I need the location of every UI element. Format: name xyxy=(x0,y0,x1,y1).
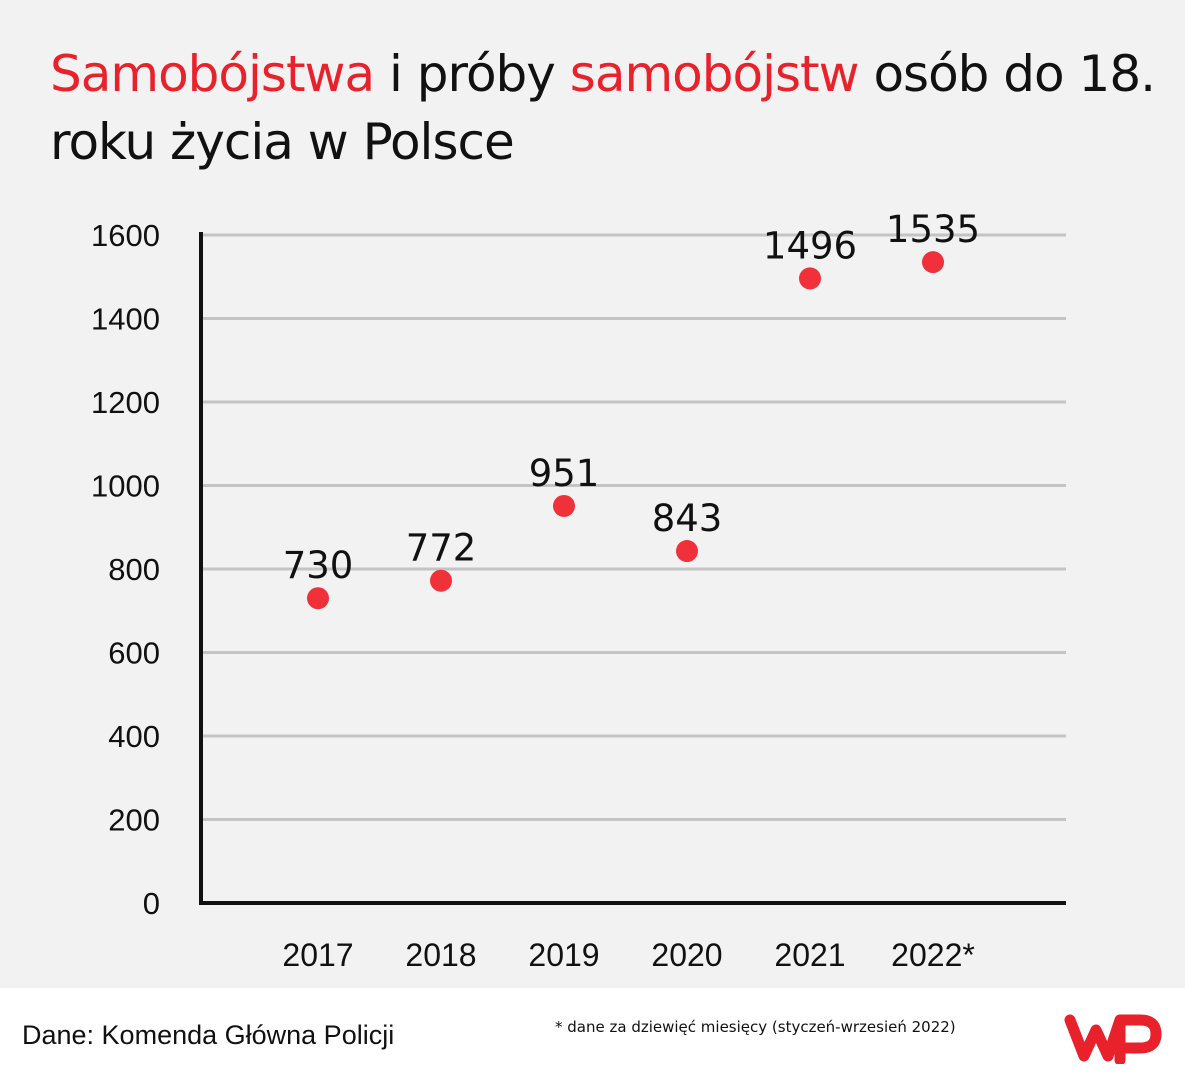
y-tick-label: 0 xyxy=(143,886,160,921)
data-label: 772 xyxy=(406,527,477,570)
data-label: 730 xyxy=(283,544,354,587)
y-axis-ticks: 0 200 400 600 800 1000 1200 1400 1600 xyxy=(91,218,160,921)
y-tick-label: 200 xyxy=(108,803,160,838)
data-point xyxy=(307,587,329,610)
data-points xyxy=(307,251,944,610)
x-tick-label: 2022* xyxy=(891,937,975,973)
y-tick-label: 1200 xyxy=(91,385,160,420)
source-note: Dane: Komenda Główna Policji xyxy=(22,1020,395,1050)
y-tick-label: 1000 xyxy=(91,469,160,504)
y-tick-label: 800 xyxy=(108,552,160,587)
y-tick-label: 1600 xyxy=(91,218,160,253)
data-label: 843 xyxy=(652,497,723,540)
x-tick-label: 2021 xyxy=(774,937,845,973)
data-point xyxy=(799,267,821,290)
y-tick-label: 1400 xyxy=(91,302,160,337)
x-tick-label: 2017 xyxy=(282,937,353,973)
data-label: 1535 xyxy=(886,208,980,251)
wp-logo xyxy=(1064,1014,1162,1064)
y-tick-label: 600 xyxy=(108,636,160,671)
x-tick-label: 2020 xyxy=(651,937,722,973)
chart-title: Samobójstwa i próby samobójstw osób do 1… xyxy=(50,40,1170,176)
data-label: 951 xyxy=(529,452,600,495)
footnote: * dane za dziewięć miesięcy (styczeń-wrz… xyxy=(555,1018,956,1036)
data-point xyxy=(553,494,575,517)
title-highlight-1: Samobójstwa xyxy=(50,45,375,103)
footer: Dane: Komenda Główna Policji * dane za d… xyxy=(0,988,1185,1080)
x-tick-label: 2019 xyxy=(528,937,599,973)
grid-lines xyxy=(201,233,1066,821)
data-point xyxy=(676,540,698,563)
title-text-2: osób do 18. roku życia w Polsce xyxy=(50,45,1156,171)
data-point xyxy=(430,569,452,592)
x-tick-label: 2018 xyxy=(405,937,476,973)
title-highlight-2: samobójstw xyxy=(569,45,860,103)
data-point xyxy=(922,251,944,274)
data-labels: 730 772 951 843 1496 1535 xyxy=(283,208,980,587)
y-tick-label: 400 xyxy=(108,719,160,754)
data-label: 1496 xyxy=(763,224,857,267)
title-text-1: i próby xyxy=(374,45,570,103)
x-axis-ticks: 2017 2018 2019 2020 2021 2022* xyxy=(282,937,974,973)
